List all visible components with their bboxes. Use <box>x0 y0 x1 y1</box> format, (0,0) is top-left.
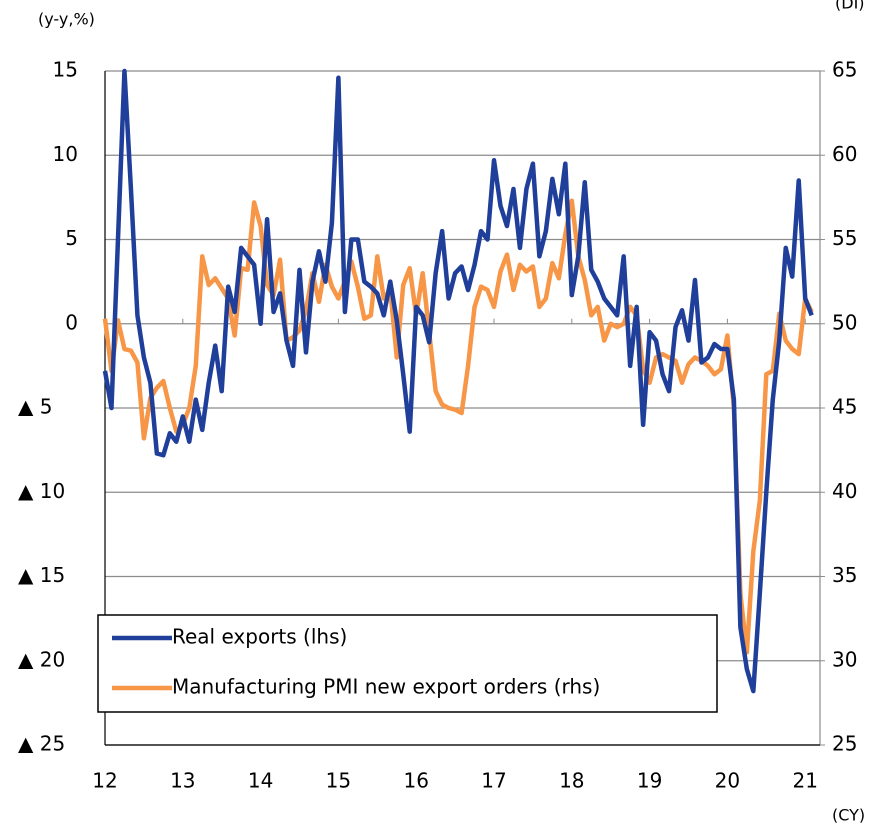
legend-box <box>97 614 718 713</box>
y-tick-label: ▲ 15 <box>18 563 65 587</box>
y2-axis-title: (DI) <box>835 0 865 13</box>
x-tick-label: 19 <box>637 769 662 793</box>
y-tick-label: ▲ 20 <box>18 647 65 671</box>
y2-tick-label: 55 <box>832 226 857 250</box>
y-axis-title: (y-y,%) <box>38 10 95 29</box>
y2-tick-label: 65 <box>832 58 857 82</box>
x-tick-label: 17 <box>481 769 506 793</box>
y-tick-label: 10 <box>53 142 78 166</box>
series-line <box>102 68 814 694</box>
y2-tick-label: 30 <box>832 647 857 671</box>
y-tick-label: ▲ 25 <box>18 732 65 756</box>
x-tick-label: 14 <box>248 769 273 793</box>
y-tick-label: 15 <box>53 58 78 82</box>
y-tick-label: 0 <box>65 310 78 334</box>
series-line <box>102 198 814 655</box>
x-tick-label: 12 <box>92 769 117 793</box>
x-tick-label: 15 <box>326 769 351 793</box>
x-tick-label: 18 <box>559 769 584 793</box>
x-tick-label: 20 <box>715 769 740 793</box>
x-tick-label: 16 <box>403 769 428 793</box>
y2-tick-label: 35 <box>832 563 857 587</box>
y-tick-label: 5 <box>65 226 78 250</box>
y2-tick-label: 40 <box>832 479 857 503</box>
y-tick-label: ▲ 5 <box>18 395 52 419</box>
x-axis-title: (CY) <box>832 806 865 825</box>
y2-tick-label: 50 <box>832 310 857 334</box>
legend-label: Manufacturing PMI new export orders (rhs… <box>172 675 600 699</box>
y2-tick-label: 45 <box>832 395 857 419</box>
y2-tick-label: 60 <box>832 142 857 166</box>
y-tick-label: ▲ 10 <box>18 479 65 503</box>
y2-tick-label: 25 <box>832 732 857 756</box>
x-tick-label: 21 <box>792 769 817 793</box>
x-tick-label: 13 <box>170 769 195 793</box>
legend-label: Real exports (lhs) <box>172 625 347 649</box>
